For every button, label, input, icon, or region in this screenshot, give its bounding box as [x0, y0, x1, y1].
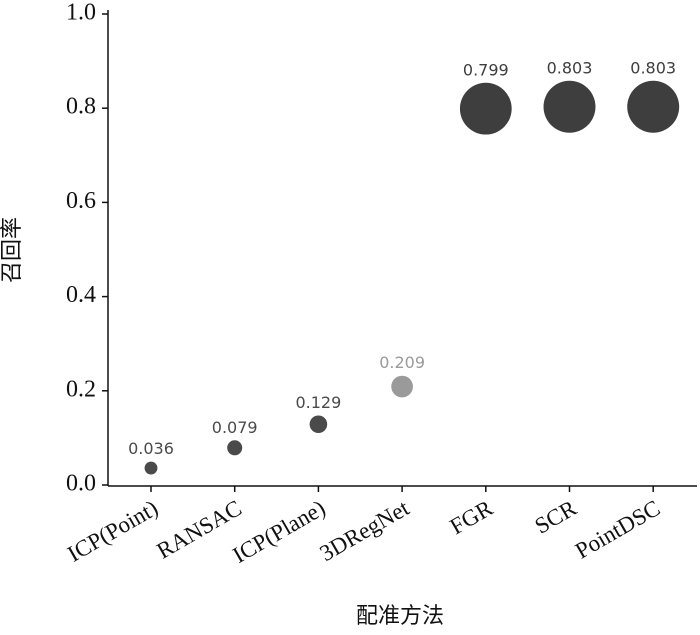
x-tick-label: PointDSC [571, 495, 664, 563]
x-axis-label: 配准方法 [356, 603, 444, 628]
value-label: 0.803 [630, 58, 676, 77]
y-tick-label: 0.6 [66, 188, 96, 214]
x-tick-label: 3DRegNet [316, 495, 414, 566]
value-label: 0.799 [463, 60, 509, 79]
y-tick-label: 0.4 [66, 282, 96, 308]
y-tick-label: 0.0 [66, 471, 96, 497]
value-label: 0.079 [212, 418, 258, 437]
point [627, 80, 680, 133]
point [309, 415, 328, 434]
value-label: 0.209 [379, 353, 425, 372]
x-tick-label: FGR [446, 495, 498, 539]
point [227, 440, 243, 456]
value-label: 0.803 [547, 58, 593, 77]
value-label: 0.036 [128, 439, 174, 458]
x-tick-label: ICP(Point) [63, 495, 162, 566]
point [144, 461, 158, 475]
point [543, 80, 596, 133]
y-axis-label: 召回率 [0, 217, 24, 283]
y-tick-label: 0.8 [66, 94, 96, 120]
x-tick-label: SCR [530, 495, 581, 539]
y-tick-label: 1.0 [66, 0, 96, 26]
point [459, 82, 512, 135]
y-tick-label: 0.2 [66, 376, 96, 402]
point [391, 375, 413, 398]
x-tick-label: ICP(Plane) [229, 495, 330, 568]
value-label: 0.129 [295, 393, 341, 412]
